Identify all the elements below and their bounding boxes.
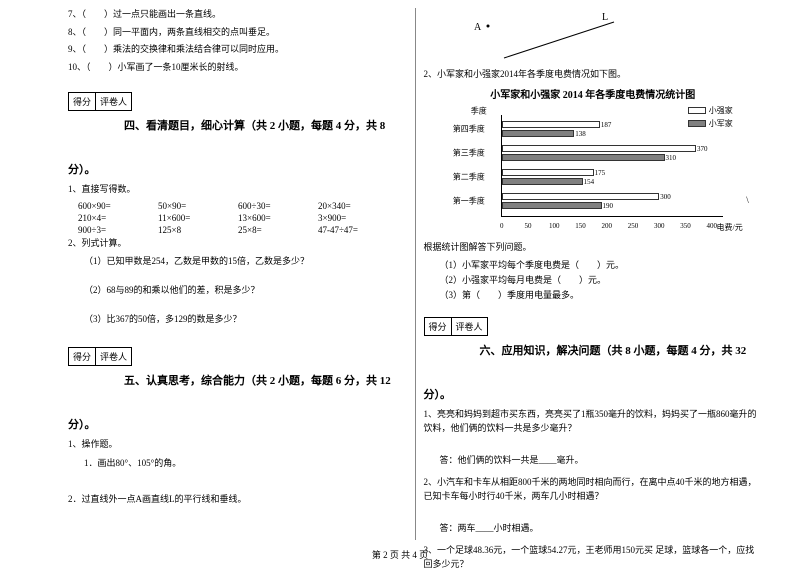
x-axis-label: 电费/元 xyxy=(717,222,743,233)
s5-s2: 2．过直线外一点A画直线L的平行线和垂线。 xyxy=(68,493,407,507)
y-label-2: 第二季度 xyxy=(453,171,485,182)
bar-series-1: 175 xyxy=(502,169,594,176)
bar-value: 190 xyxy=(603,202,614,210)
s6-a1: 答：他们俩的饮料一共是____毫升。 xyxy=(440,453,763,466)
calc-row-3: 900÷3= 125×8 25×8= 47-47÷47= xyxy=(78,225,407,235)
s5b-q1: （1）小军家平均每个季度电费是（ ）元。 xyxy=(440,258,763,271)
bar-series-1: 300 xyxy=(502,193,660,200)
section5-title: 五、认真思考，综合能力（共 2 小题，每题 6 分，共 12 xyxy=(124,372,391,398)
bar-value: 175 xyxy=(595,169,606,177)
slash: \ xyxy=(746,195,749,205)
calc: 25×8= xyxy=(238,225,318,235)
bar-value: 187 xyxy=(601,121,612,129)
y-label-1: 第一季度 xyxy=(453,195,485,206)
tf-q10: 10、（ ）小军画了一条10厘米长的射线。 xyxy=(68,61,407,75)
x-tick: 100 xyxy=(549,222,560,230)
s5b-intro: 2、小军家和小强家2014年各季度电费情况如下图。 xyxy=(424,68,763,82)
section6-title: 六、应用知识，解决问题（共 8 小题，每题 4 分，共 32 xyxy=(480,342,747,368)
calc: 600×90= xyxy=(78,201,158,211)
bar-value: 310 xyxy=(666,154,677,162)
s5-s1: 1．画出80°、105°的角。 xyxy=(84,456,407,469)
grader-label: 评卷人 xyxy=(96,348,131,365)
s5b-q2: （2）小强家平均每月电费是（ ）元。 xyxy=(440,273,763,286)
bar-value: 370 xyxy=(697,145,708,153)
legend-swatch-1 xyxy=(688,107,706,114)
calc: 210×4= xyxy=(78,213,158,223)
point-a-label: A xyxy=(474,22,482,33)
s4-s2: （2）68与89的和乘以他们的差，积是多少？ xyxy=(84,283,407,296)
page-footer: 第 2 页 共 4 页 xyxy=(0,548,800,561)
s4-s3: （3）比367的50倍，多129的数是多少？ xyxy=(84,312,407,325)
s6-a2: 答：两车____小时相遇。 xyxy=(440,521,763,534)
s5-p1: 1、操作题。 xyxy=(68,438,407,452)
y-label-3: 第三季度 xyxy=(453,147,485,158)
score-label: 得分 xyxy=(69,348,96,365)
bar-value: 138 xyxy=(575,130,586,138)
bar-value: 154 xyxy=(584,178,595,186)
section4-title: 四、看清题目，细心计算（共 2 小题，每题 4 分，共 8 xyxy=(124,117,385,143)
tf-q8: 8、（ ）同一平面内，两条直线相交的点叫垂足。 xyxy=(68,26,407,40)
bar-series-2: 138 xyxy=(502,130,574,137)
line-l-label: L xyxy=(602,12,608,23)
section4-title2: 分）。 xyxy=(68,164,96,176)
x-tick: 300 xyxy=(654,222,665,230)
s4-s1: （1）已知甲数是254，乙数是甲数的15倍，乙数是多少？ xyxy=(84,254,407,267)
bar-series-1: 187 xyxy=(502,121,600,128)
s4-p1: 1、直接写得数。 xyxy=(68,183,407,197)
bar-value: 300 xyxy=(660,193,671,201)
angle-figure: A L xyxy=(464,8,624,68)
chart-title: 小军家和小强家 2014 年各季度电费情况统计图 xyxy=(424,86,763,101)
x-tick: 350 xyxy=(680,222,691,230)
bar-series-1: 370 xyxy=(502,145,696,152)
x-tick: 0 xyxy=(500,222,504,230)
calc: 13×600= xyxy=(238,213,318,223)
x-tick: 400 xyxy=(707,222,718,230)
score-label: 得分 xyxy=(69,93,96,110)
section5-title2: 分）。 xyxy=(68,419,96,431)
s6-q2: 2、小汽车和卡车从相距800千米的两地同时相向而行，在离中点40千米的地方相遇，… xyxy=(424,476,763,503)
bar-series-2: 154 xyxy=(502,178,583,185)
bar-chart: 小强家 小军家 季度 第四季度 第三季度 第二季度 第一季度 187138370… xyxy=(453,105,733,235)
bar-series-2: 310 xyxy=(502,154,665,161)
calc: 20×340= xyxy=(318,201,398,211)
y-label-4: 第四季度 xyxy=(453,123,485,134)
x-tick: 150 xyxy=(575,222,586,230)
section6-title2: 分）。 xyxy=(424,389,452,401)
calc: 50×90= xyxy=(158,201,238,211)
s4-p2: 2、列式计算。 xyxy=(68,237,407,251)
calc: 600÷30= xyxy=(238,201,318,211)
calc: 3×900= xyxy=(318,213,398,223)
s6-q1: 1、亮亮和妈妈到超市买东西，亮亮买了1瓶350毫升的饮料，妈妈买了一瓶860毫升… xyxy=(424,408,763,435)
s5b-q3: （3）第（ ）季度用电量最多。 xyxy=(440,288,763,301)
tf-q7: 7、（ ）过一点只能画出一条直线。 xyxy=(68,8,407,22)
calc-row-2: 210×4= 11×600= 13×600= 3×900= xyxy=(78,213,407,223)
score-box-5: 得分 评卷人 xyxy=(68,347,132,366)
calc: 11×600= xyxy=(158,213,238,223)
bar-series-2: 190 xyxy=(502,202,602,209)
y-label-top: 季度 xyxy=(471,105,487,116)
score-box-6: 得分 评卷人 xyxy=(424,317,488,336)
calc: 125×8 xyxy=(158,225,238,235)
x-tick: 50 xyxy=(525,222,532,230)
calc: 47-47÷47= xyxy=(318,225,398,235)
bar-area: 1871383703101751543001900501001502002503… xyxy=(501,115,723,217)
score-box-4: 得分 评卷人 xyxy=(68,92,132,111)
calc-row-1: 600×90= 50×90= 600÷30= 20×340= xyxy=(78,201,407,211)
grader-label: 评卷人 xyxy=(452,318,487,335)
tf-q9: 9、（ ）乘法的交换律和乘法结合律可以同时应用。 xyxy=(68,43,407,57)
s5b-q: 根据统计图解答下列问题。 xyxy=(424,241,763,255)
score-label: 得分 xyxy=(425,318,452,335)
x-tick: 200 xyxy=(602,222,613,230)
x-tick: 250 xyxy=(628,222,639,230)
grader-label: 评卷人 xyxy=(96,93,131,110)
calc: 900÷3= xyxy=(78,225,158,235)
